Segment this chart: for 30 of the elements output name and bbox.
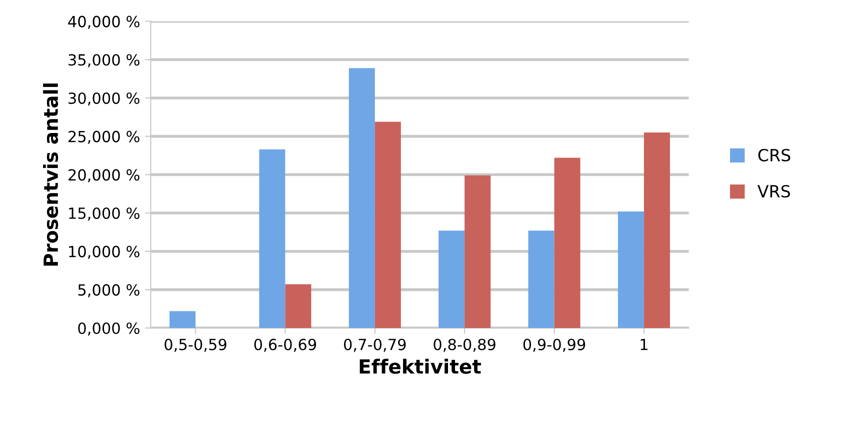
bar [285, 284, 312, 328]
bar [528, 230, 554, 328]
y-tick-label: 25,000 % [68, 130, 140, 144]
x-tick-label: 1 [640, 338, 648, 350]
bar [348, 68, 375, 328]
bar [464, 175, 491, 328]
x-tick-label: 0,8-0,89 [434, 338, 496, 352]
bar [554, 158, 580, 328]
x-axis-title: Effektivitet [360, 358, 481, 374]
bar [374, 122, 401, 328]
legend-label: CRS [758, 148, 790, 162]
bar [259, 149, 286, 328]
bar [170, 311, 196, 328]
legend-label: VRS [758, 184, 790, 198]
y-tick-label: 0,000 % [78, 322, 140, 336]
bar [618, 211, 644, 328]
y-tick-label: 10,000 % [69, 246, 140, 259]
y-tick-label: 5,000 % [78, 284, 140, 298]
bar [644, 132, 670, 328]
y-axis-title: Prosentvis antall [43, 84, 58, 266]
x-tick-label: 0,6-0,69 [254, 338, 316, 352]
bar [438, 230, 465, 328]
y-tick-label: 20,000 % [68, 169, 140, 182]
y-tick-label: 15,000 % [69, 207, 140, 221]
y-tick-label: 30,000 % [68, 92, 140, 106]
x-tick-label: 0,9-0,99 [523, 338, 586, 352]
y-tick-label: 35,000 % [68, 54, 140, 68]
x-tick-label: 0,7-0,79 [344, 338, 406, 352]
x-tick-label: 0,5-0,59 [164, 338, 226, 352]
y-tick-label: 40,000 % [68, 16, 140, 29]
